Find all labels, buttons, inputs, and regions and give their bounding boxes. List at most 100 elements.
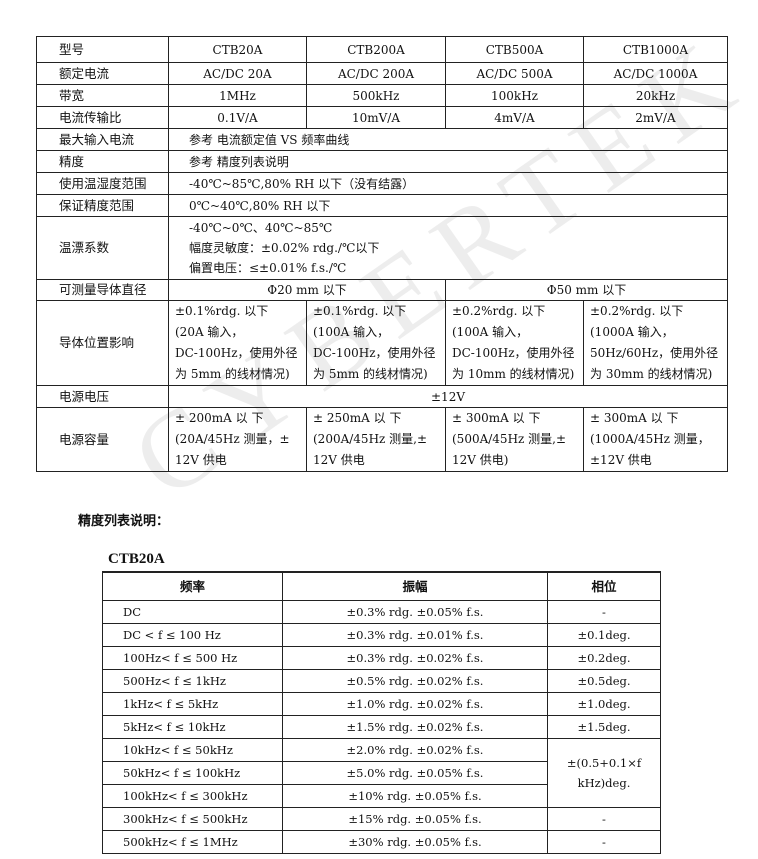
amplitude-cell: ±15% rdg. ±0.05% f.s. [282, 807, 548, 831]
label-cell: 保证精度范围 [36, 194, 169, 217]
label-cell: 最大输入电流 [36, 128, 169, 151]
label-cell: 电源容量 [36, 407, 169, 472]
value-cell: AC/DC 500A [445, 62, 584, 85]
table-row: 可测量导体直径 Φ20 mm 以下 Φ50 mm 以下 [36, 279, 728, 301]
label-cell: 可测量导体直径 [36, 279, 169, 301]
label-cell: 电流传输比 [36, 106, 169, 129]
frequency-cell: 50kHz< f ≤ 100kHz [102, 761, 283, 785]
table-row: 10kHz< f ≤ 50kHz ±2.0% rdg. ±0.02% f.s. ±(… [102, 738, 661, 808]
value-cell: 0.1V/A [168, 106, 307, 129]
cell-line: ±0.2%rdg. 以下 [452, 304, 546, 318]
cell-line: (100A 输入， [452, 325, 529, 339]
header-cell: CTB500A [445, 36, 584, 63]
value-cell: ±0.2%rdg. 以下 (1000A 输入， 50Hz/60Hz，使用外径为 30… [583, 300, 728, 386]
cell-line: (500A/45Hz 测量,± [452, 432, 567, 446]
value-cell: AC/DC 1000A [583, 62, 728, 85]
table-row: 500Hz< f ≤ 1kHz ±0.5% rdg. ±0.02% f.s. ±0.… [102, 669, 661, 693]
cell-line: 50Hz/60Hz，使用外径 [590, 346, 719, 360]
header-cell: 相位 [547, 571, 661, 601]
header-cell: 频率 [102, 571, 283, 601]
amplitude-cell: ±5.0% rdg. ±0.05% f.s. [282, 761, 548, 785]
amplitude-cell: ±0.5% rdg. ±0.02% f.s. [282, 669, 548, 693]
table-row: DC < f ≤ 100 Hz ±0.3% rdg. ±0.01% f.s. ±0.… [102, 623, 661, 647]
value-cell: ±12V [168, 385, 728, 408]
phase-cell: ±(0.5+0.1×f kHz)deg. [547, 738, 661, 808]
value-cell: ±0.1%rdg. 以下 (20A 输入， DC-100Hz，使用外径为 5mm 的… [168, 300, 307, 386]
cell-line: -40℃~0℃、40℃~85℃ [189, 221, 333, 235]
amplitude-cell: ±0.3% rdg. ±0.05% f.s. [282, 600, 548, 624]
spec-table: 型号 CTB20A CTB200A CTB500A CTB1000A 额定电流 AC/DC … [36, 36, 728, 472]
value-cell: 100kHz [445, 84, 584, 107]
cell-line: 偏置电压：≤±0.01% f.s./℃ [189, 261, 347, 275]
amplitude-cell: ±0.3% rdg. ±0.01% f.s. [282, 623, 548, 647]
value-cell: 500kHz [306, 84, 446, 107]
label-cell: 导体位置影响 [36, 300, 169, 386]
value-cell: 20kHz [583, 84, 728, 107]
cell-line: (20A/45Hz 测量，± [175, 432, 290, 446]
value-cell: AC/DC 200A [306, 62, 446, 85]
header-row: 型号 CTB20A CTB200A CTB500A CTB1000A [36, 36, 728, 63]
phase-cell: ±0.2deg. [547, 646, 661, 670]
value-cell: ± 300mA 以 下 (500A/45Hz 测量,± 12V 供电) [445, 407, 584, 472]
value-cell: ± 300mA 以 下 (1000A/45Hz 测量， ±12V 供电 [583, 407, 728, 472]
header-cell: 型号 [36, 36, 169, 63]
label-cell: 电源电压 [36, 385, 169, 408]
table-row: 使用温湿度范围 -40℃~85℃,80% RH 以下（没有结露） [36, 172, 728, 195]
cell-line: 幅度灵敏度：±0.02% rdg./℃以下 [189, 241, 380, 255]
value-cell: ± 250mA 以 下 (200A/45Hz 测量,± 12V 供电 [306, 407, 446, 472]
value-cell: 参考 电流额定值 VS 频率曲线 [168, 128, 728, 151]
header-cell: CTB200A [306, 36, 446, 63]
frequency-cell: DC [102, 600, 283, 624]
cell-line: DC-100Hz，使用外径 [452, 346, 575, 360]
cell-line: 12V 供电 [313, 453, 365, 467]
cell-line: DC-100Hz，使用外径 [175, 346, 298, 360]
table-row: 电源容量 ± 200mA 以 下 (20A/45Hz 测量，± 12V 供电 ± 250… [36, 407, 728, 472]
frequency-cell: 500Hz< f ≤ 1kHz [102, 669, 283, 693]
header-cell: 振幅 [282, 571, 548, 601]
cell-line: 为 5mm 的线材情况) [175, 367, 290, 381]
amplitude-cell: ±10% rdg. ±0.05% f.s. [282, 784, 548, 808]
frequency-cell: 100Hz< f ≤ 500 Hz [102, 646, 283, 670]
table-row: 500kHz< f ≤ 1MHz ±30% rdg. ±0.05% f.s. - [102, 830, 661, 854]
table-row: DC ±0.3% rdg. ±0.05% f.s. - [102, 600, 661, 624]
frequency-cell: 300kHz< f ≤ 500kHz [102, 807, 283, 831]
label-cell: 额定电流 [36, 62, 169, 85]
label-cell: 带宽 [36, 84, 169, 107]
cell-line: 为 5mm 的线材情况) [313, 367, 428, 381]
label-cell: 使用温湿度范围 [36, 172, 169, 195]
value-cell: Φ20 mm 以下 [168, 279, 446, 301]
table-row: 50kHz< f ≤ 100kHz ±5.0% rdg. ±0.05% f.s. [102, 761, 661, 785]
cell-line: ±0.1%rdg. 以下 [175, 304, 269, 318]
value-cell: 1MHz [168, 84, 307, 107]
phase-cell: ±1.0deg. [547, 692, 661, 716]
table-row: 带宽 1MHz 500kHz 100kHz 20kHz [36, 84, 728, 107]
accuracy-heading: 精度列表说明： [78, 514, 170, 529]
value-cell: 2mV/A [583, 106, 728, 129]
value-cell: 4mV/A [445, 106, 584, 129]
value-cell: ±0.1%rdg. 以下 (100A 输入， DC-100Hz，使用外径为 5mm … [306, 300, 446, 386]
table-row: 保证精度范围 0℃~40℃,80% RH 以下 [36, 194, 728, 217]
phase-cell: - [547, 830, 661, 854]
cell-line: ±0.2%rdg. 以下 [590, 304, 684, 318]
header-cell: CTB1000A [583, 36, 728, 63]
amplitude-cell: ±30% rdg. ±0.05% f.s. [282, 830, 548, 854]
label-cell: 精度 [36, 150, 169, 173]
cell-line: ± 200mA 以 下 [175, 411, 264, 425]
cell-line: (1000A 输入， [590, 325, 674, 339]
table-row: 1kHz< f ≤ 5kHz ±1.0% rdg. ±0.02% f.s. ±1.0… [102, 692, 661, 716]
table-row: 导体位置影响 ±0.1%rdg. 以下 (20A 输入， DC-100Hz，使用外径为… [36, 300, 728, 386]
table-row: 5kHz< f ≤ 10kHz ±1.5% rdg. ±0.02% f.s. ±1.… [102, 715, 661, 739]
phase-cell: - [547, 807, 661, 831]
cell-line: (100A 输入， [313, 325, 390, 339]
table-row: 额定电流 AC/DC 20A AC/DC 200A AC/DC 500A AC/DC 1… [36, 62, 728, 85]
cell-line: ± 300mA 以 下 [590, 411, 679, 425]
value-cell: -40℃~85℃,80% RH 以下（没有结露） [168, 172, 728, 195]
header-cell: CTB20A [168, 36, 307, 63]
amplitude-cell: ±1.5% rdg. ±0.02% f.s. [282, 715, 548, 739]
amplitude-cell: ±2.0% rdg. ±0.02% f.s. [282, 738, 548, 762]
value-cell: ± 200mA 以 下 (20A/45Hz 测量，± 12V 供电 [168, 407, 307, 472]
cell-line: 12V 供电 [175, 453, 227, 467]
cell-line: ± 300mA 以 下 [452, 411, 541, 425]
phase-cell: ±1.5deg. [547, 715, 661, 739]
value-cell: ±0.2%rdg. 以下 (100A 输入， DC-100Hz，使用外径为 10mm… [445, 300, 584, 386]
